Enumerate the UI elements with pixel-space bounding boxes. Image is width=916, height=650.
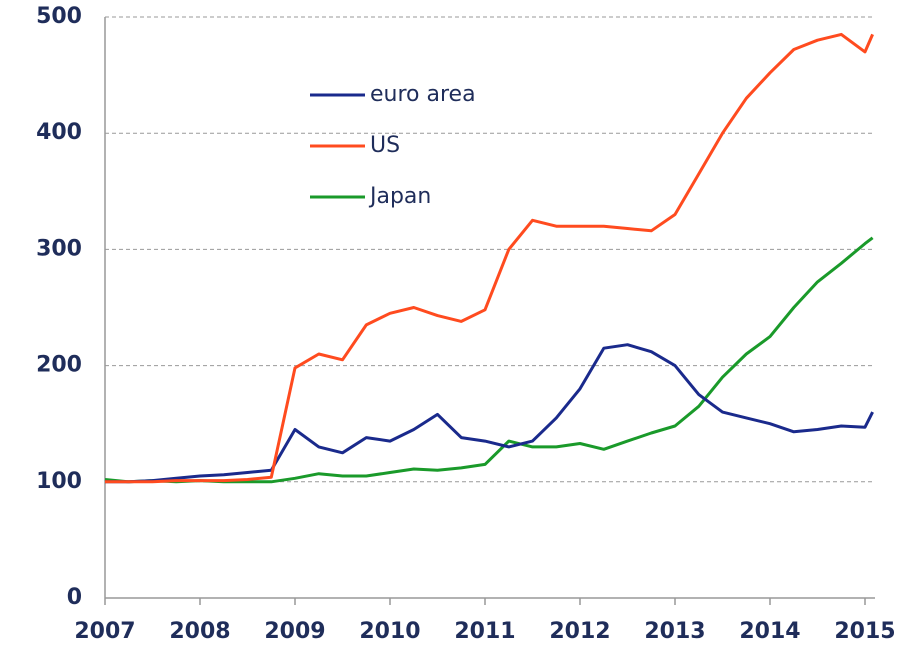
series-line: [105, 343, 874, 484]
series-line: [105, 32, 874, 484]
y-tick-label: 500: [36, 4, 82, 29]
legend-label: euro area: [370, 82, 476, 107]
x-tick-label: 2015: [834, 619, 895, 644]
x-tick-label: 2010: [359, 619, 420, 644]
y-tick-label: 200: [36, 353, 82, 378]
legend-label: Japan: [368, 184, 431, 209]
x-tick-label: 2014: [739, 619, 800, 644]
y-tick-label: 300: [36, 236, 82, 261]
series-line: [104, 236, 874, 484]
x-tick-label: 2008: [169, 619, 230, 644]
x-tick-label: 2013: [644, 619, 705, 644]
legend-label: US: [370, 133, 400, 158]
y-tick-label: 400: [36, 120, 82, 145]
x-tick-label: 2009: [264, 619, 325, 644]
y-tick-label: 0: [67, 585, 82, 610]
x-tick-label: 2007: [74, 619, 135, 644]
x-tick-label: 2011: [454, 619, 515, 644]
y-tick-label: 100: [36, 469, 82, 494]
x-tick-label: 2012: [549, 619, 610, 644]
